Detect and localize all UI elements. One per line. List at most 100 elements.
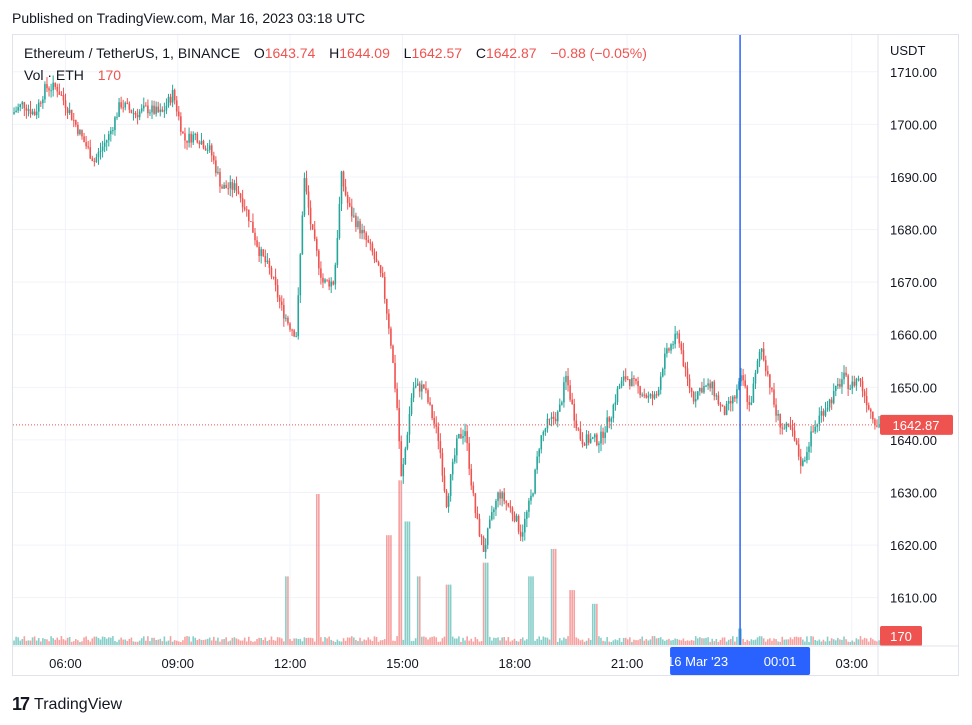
candle-body [604,432,606,438]
volume-bar [511,640,514,645]
volume-bar [664,640,666,645]
candle-body [589,438,592,443]
candle-body [353,215,355,217]
volume-bar [696,638,699,645]
candle-body [278,297,281,302]
candle-body [878,424,880,427]
volume-bar [398,480,400,645]
candle-body [81,130,83,137]
candle-body [824,409,827,416]
candle-body [458,434,460,439]
volume-bar [46,639,48,645]
volume-bar [585,640,588,645]
candle-body [717,395,720,404]
tradingview-logo[interactable]: 17 TradingView [12,694,122,715]
candle-body [293,330,295,337]
volume-bar [311,638,314,645]
volume-bar [307,637,310,645]
volume-bar [437,641,440,645]
volume-bar [614,639,617,645]
candle-body [101,146,104,151]
volume-bar [649,639,652,645]
volume-bar [826,636,829,645]
volume-bar [579,640,582,645]
candle-body [138,111,141,118]
candle-body [439,441,442,454]
candle-body [180,116,182,132]
volume-bar [758,636,761,645]
candle-body [270,267,273,277]
candle-body [171,89,174,103]
candle-body [466,431,468,444]
volume-bar [196,640,199,645]
candle-body [552,416,555,419]
candle-body [841,379,843,387]
candle-body [381,272,384,277]
y-tick-label: 1690.00 [890,170,937,185]
volume-bar [252,641,254,645]
volume-bar [612,640,615,645]
candle-body [165,105,168,111]
volume-bar [785,639,788,645]
chart-frame[interactable] [12,34,959,676]
volume-bar [250,640,252,645]
candle-body [610,418,613,422]
candle-body [509,506,512,508]
high-label: H [329,45,340,61]
candle-body [614,402,617,405]
candle-body [307,191,310,208]
volume-bar [629,637,631,645]
candle-body [429,402,431,405]
volume-bar [217,637,219,645]
volume-bar [752,640,755,645]
volume-bar [37,638,40,645]
volume-bar [859,636,862,645]
volume-bar [795,636,798,645]
volume-bar [241,640,244,645]
volume-bar [653,636,656,645]
volume-bar [289,639,291,645]
candle-body [480,536,483,538]
volume-bar [668,638,670,645]
volume-bar [151,637,153,645]
candle-body [56,86,59,92]
volume-bar [799,637,802,645]
volume-bar [239,640,242,645]
volume-bar [575,637,578,645]
volume-bar [159,638,162,645]
volume-bar [451,636,454,645]
x-tick-label: 18:00 [499,656,532,671]
volume-bar [707,637,709,645]
volume-bar [616,640,619,645]
candle-body [190,133,192,143]
candle-body [198,142,201,145]
candle-body [748,402,751,405]
candle-body [159,109,162,112]
candle-body [612,404,615,419]
candle-body [213,155,215,161]
volume-bar [773,638,775,645]
volume-bar [567,636,569,645]
candle-body [760,348,763,352]
candle-body [546,418,549,429]
candle-body [493,509,495,513]
volume-bar [293,638,295,645]
volume-bar [725,641,728,645]
candle-body [235,183,238,192]
volume-bar [493,637,495,645]
volume-bar [491,640,493,645]
volume-bar [153,637,155,645]
volume-bar [406,521,409,645]
volume-bar [760,636,763,645]
candle-body [657,389,660,396]
volume-bar [297,638,300,645]
candle-body [423,384,425,389]
candle-body [738,381,740,390]
candle-body [863,391,866,397]
candle-body [330,281,332,287]
candle-body [147,105,149,114]
candle-body [410,397,413,414]
volume-bar [849,641,851,645]
volume-bar [383,639,386,645]
